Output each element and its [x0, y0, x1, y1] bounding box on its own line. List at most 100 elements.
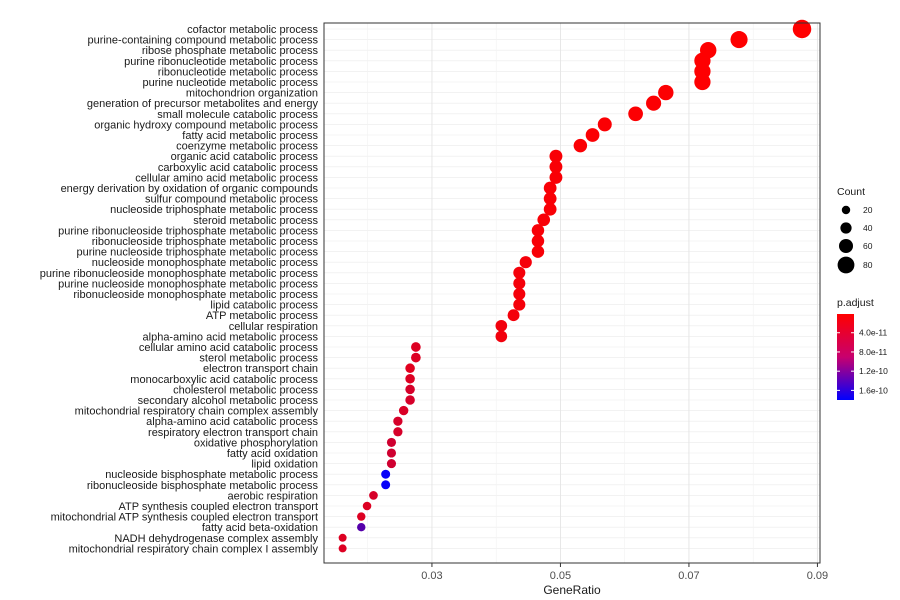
category-label: ribonucleotide metabolic process	[158, 66, 319, 78]
category-label: ribonucleoside monophosphate metabolic p…	[73, 289, 318, 301]
data-point	[549, 170, 563, 184]
category-label: mitochondrial respiratory chain complex …	[75, 406, 319, 418]
category-label: cellular respiration	[229, 321, 318, 333]
color-legend-label: 1.2e-10	[859, 366, 888, 376]
category-label: small molecule catabolic process	[157, 109, 318, 121]
category-label: oxidative phosphorylation	[194, 437, 318, 449]
x-tick-label: 0.07	[678, 570, 699, 582]
color-legend-label: 4.0e-11	[859, 328, 887, 338]
color-legend-label: 1.6e-10	[859, 385, 888, 395]
data-point	[792, 19, 812, 39]
category-label: ribose phosphate metabolic process	[142, 45, 319, 57]
data-point	[543, 192, 557, 205]
data-point	[411, 352, 421, 363]
category-label: mitochondrial respiratory chain complex …	[69, 543, 319, 555]
plot-panel-border	[323, 22, 821, 564]
category-label: aerobic respiration	[228, 490, 319, 502]
category-label: ATP synthesis coupled electron transport	[118, 501, 318, 513]
size-legend-dot	[838, 238, 854, 254]
category-label: purine ribonucleoside monophosphate meta…	[40, 268, 319, 280]
color-legend-bar	[837, 314, 854, 400]
category-label: purine ribonucleotide metabolic process	[124, 56, 318, 68]
data-point	[573, 138, 588, 153]
size-legend-label: 60	[863, 241, 873, 251]
size-legend-dot	[837, 256, 855, 274]
data-point	[531, 234, 545, 248]
category-label: purine nucleotide metabolic process	[143, 77, 319, 89]
category-label: cholesterol metabolic process	[173, 384, 318, 396]
x-tick-label: 0.03	[421, 570, 442, 582]
size-legend-label: 80	[863, 260, 873, 270]
category-label: sulfur compound metabolic process	[145, 194, 319, 206]
x-tick-label: 0.09	[807, 570, 828, 582]
color-legend: p.adjust 4.0e-11 8.0e-11 1.2e-10 1.6e-10	[837, 297, 888, 400]
category-label: ribonucleoside bisphosphate metabolic pr…	[87, 480, 319, 492]
category-label: sterol metabolic process	[199, 353, 318, 365]
size-legend: Count 20 40 60 80	[837, 186, 873, 274]
data-point	[519, 256, 532, 269]
data-point	[585, 128, 600, 142]
size-legend-dot	[840, 222, 852, 234]
category-label: coenzyme metabolic process	[176, 141, 318, 153]
data-point	[357, 512, 366, 521]
category-label: NADH dehydrogenase complex assembly	[114, 533, 318, 545]
data-point	[381, 469, 391, 479]
size-legend-title: Count	[837, 186, 865, 198]
size-legend-dot	[841, 205, 851, 215]
data-point	[531, 245, 545, 258]
category-label: organic hydroxy compound metabolic proce…	[94, 119, 318, 131]
data-point	[393, 427, 403, 437]
data-point	[543, 181, 557, 195]
data-point	[513, 287, 526, 301]
category-label: generation of precursor metabolites and …	[87, 98, 319, 110]
data-point	[597, 117, 612, 132]
category-label: nucleoside monophosphate metabolic proce…	[92, 257, 319, 269]
category-label: energy derivation by oxidation of organi…	[61, 183, 319, 195]
category-label: cellular amino acid catabolic process	[139, 342, 319, 354]
category-label: purine nucleoside triphosphate metabolic…	[76, 247, 318, 259]
category-label: electron transport chain	[203, 363, 318, 375]
data-point	[531, 224, 545, 237]
category-label: purine ribonucleoside triphosphate metab…	[58, 225, 318, 237]
data-point	[338, 533, 347, 542]
category-label: alpha-amino acid metabolic process	[143, 331, 319, 343]
plot-background	[324, 23, 820, 563]
category-label: secondary alcohol metabolic process	[138, 395, 319, 407]
category-label: mitochondrion organization	[186, 88, 318, 100]
category-label: carboxylic acid catabolic process	[158, 162, 319, 174]
data-point	[369, 491, 378, 500]
data-point	[362, 501, 372, 511]
data-point	[730, 31, 748, 49]
data-point	[513, 298, 526, 311]
color-legend-title: p.adjust	[837, 297, 874, 309]
size-legend-label: 20	[863, 205, 873, 215]
category-label: organic acid catabolic process	[171, 151, 319, 163]
data-point	[386, 448, 397, 458]
data-point	[386, 437, 397, 447]
data-point	[381, 480, 391, 490]
data-point	[513, 266, 526, 279]
data-point	[405, 363, 415, 373]
data-point	[495, 319, 508, 332]
category-label: steroid metabolic process	[193, 215, 318, 227]
data-point	[628, 106, 643, 122]
size-legend-label: 40	[863, 223, 873, 233]
data-point	[549, 160, 563, 174]
category-label: fatty acid oxidation	[227, 448, 318, 460]
data-point	[405, 384, 415, 395]
category-label: respiratory electron transport chain	[148, 427, 318, 439]
category-label: lipid catabolic process	[210, 300, 318, 312]
category-label: fatty acid beta-oxidation	[202, 522, 318, 534]
data-point	[658, 84, 674, 101]
data-point	[338, 544, 347, 553]
category-label: ATP metabolic process	[206, 310, 319, 322]
category-label: mitochondrial ATP synthesis coupled elec…	[51, 512, 318, 524]
category-label: purine-containing compound metabolic pro…	[87, 35, 318, 47]
data-point	[393, 416, 403, 426]
category-label: alpha-amino acid catabolic process	[146, 416, 318, 428]
data-point	[646, 95, 662, 111]
data-point	[543, 202, 557, 216]
category-label: purine nucleoside monophosphate metaboli…	[58, 278, 318, 290]
data-point	[495, 330, 508, 343]
